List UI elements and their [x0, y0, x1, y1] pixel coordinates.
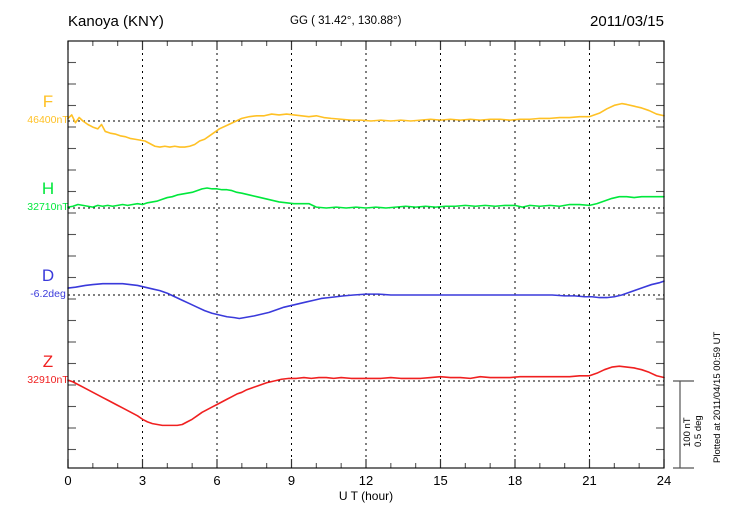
x-tick-label-18: 18: [508, 473, 522, 488]
component-letter-d: D: [42, 266, 54, 285]
trace-z: [67, 365, 665, 427]
plot-frame: [67, 40, 665, 469]
scale-bar-nt-label: 100 nT: [682, 417, 693, 447]
trace-f: [67, 102, 665, 148]
x-tick-label-9: 9: [288, 473, 295, 488]
scale-bar-deg-label: 0.5 deg: [693, 415, 704, 447]
y-axis-ticks: [68, 61, 664, 451]
component-labels: F 46400nT H 32710nT D -6.2deg Z 32910nT: [27, 92, 69, 386]
component-letter-h: H: [42, 179, 54, 198]
page-title: Kanoya (KNY): [68, 13, 164, 30]
x-tick-label-12: 12: [359, 473, 373, 488]
baseline-markers: [68, 120, 664, 382]
x-tick-label-21: 21: [582, 473, 596, 488]
x-tick-label-3: 3: [139, 473, 146, 488]
trace-h: [67, 187, 665, 209]
trace-lines: [67, 102, 665, 427]
trace-d: [67, 280, 665, 320]
station-coordinates: GG ( 31.42°, 130.88°): [290, 15, 402, 27]
plotted-at-timestamp: Plotted at 2011/04/15 00:59 UT: [712, 331, 723, 463]
component-letter-f: F: [43, 92, 53, 111]
component-letter-z: Z: [43, 352, 53, 371]
observation-date: 2011/03/15: [590, 13, 664, 30]
x-axis-tick-labels: 0 3 6 9 12 15 18 21 24: [64, 473, 671, 488]
x-tick-label-6: 6: [213, 473, 220, 488]
x-tick-label-15: 15: [433, 473, 447, 488]
x-tick-label-0: 0: [64, 473, 71, 488]
x-tick-label-24: 24: [657, 473, 671, 488]
component-baseline-f: 46400nT: [27, 114, 69, 126]
component-baseline-d: -6.2deg: [30, 288, 66, 300]
grid-lines: [142, 41, 590, 468]
x-axis-title: U T (hour): [339, 489, 393, 503]
component-baseline-z: 32910nT: [27, 374, 69, 386]
scale-bar: 100 nT 0.5 deg: [673, 380, 704, 469]
component-baseline-h: 32710nT: [27, 201, 69, 213]
